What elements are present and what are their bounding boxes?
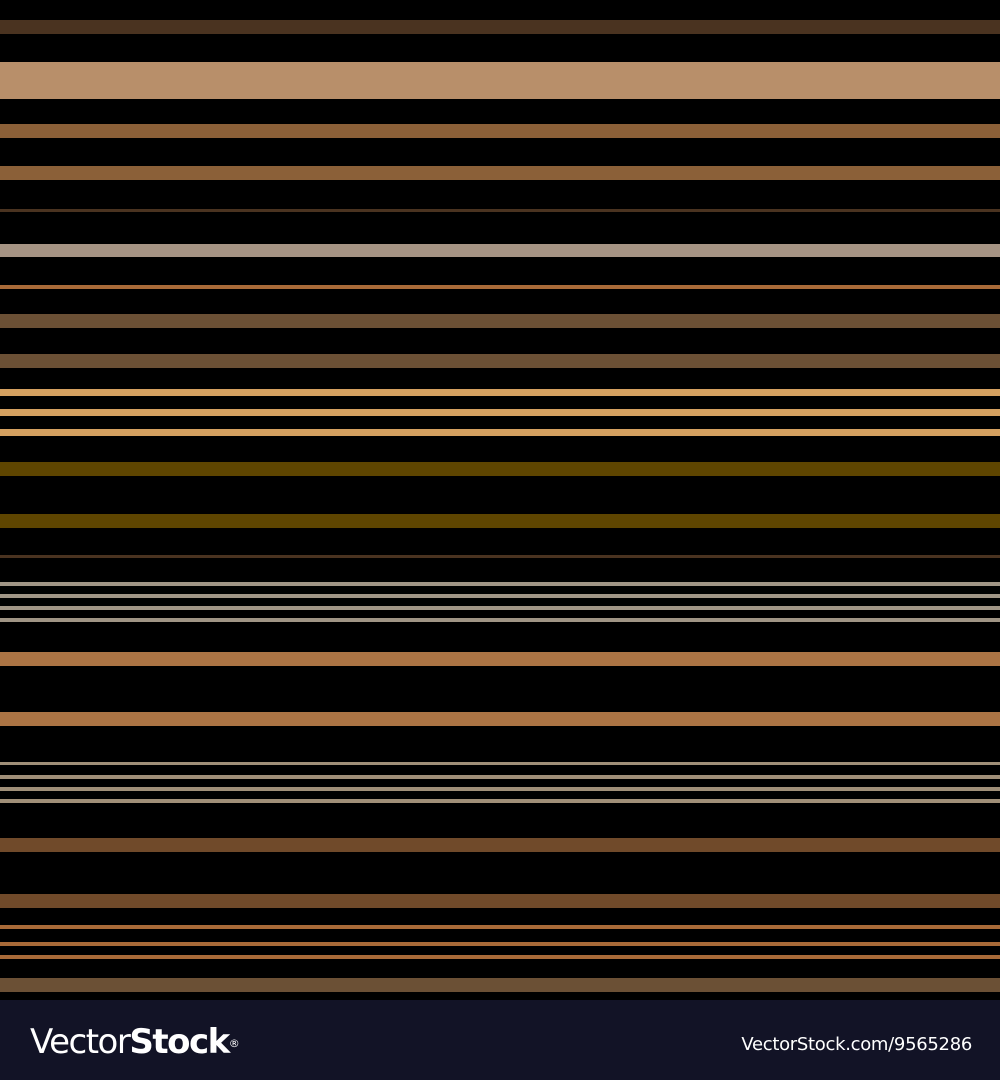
stripe (0, 618, 1000, 622)
stripe (0, 314, 1000, 328)
striped-pattern (0, 20, 1000, 992)
stripe (0, 20, 1000, 34)
watermark-footer: VectorStock® VectorStock.com/9565286 (0, 1000, 1000, 1080)
stripe (0, 787, 1000, 791)
logo-bold-text: Stock (129, 1022, 230, 1062)
stripe (0, 978, 1000, 992)
stripe (0, 462, 1000, 476)
stripe (0, 894, 1000, 908)
stripe (0, 955, 1000, 959)
logo-light-text: Vector (30, 1022, 131, 1062)
stripe (0, 124, 1000, 138)
stripe (0, 838, 1000, 852)
image-id-text: VectorStock.com/9565286 (741, 1034, 972, 1055)
stripe (0, 925, 1000, 929)
stripe (0, 582, 1000, 586)
stripe (0, 775, 1000, 779)
stripe (0, 285, 1000, 289)
stripe (0, 514, 1000, 528)
stripe (0, 409, 1000, 416)
stripe (0, 62, 1000, 99)
stripe (0, 712, 1000, 726)
stripe (0, 652, 1000, 666)
stripe (0, 594, 1000, 598)
stripe (0, 606, 1000, 610)
stripe (0, 354, 1000, 368)
stripe (0, 244, 1000, 257)
stripe (0, 389, 1000, 396)
registered-mark: ® (228, 1037, 240, 1050)
stripe (0, 762, 1000, 765)
stripe (0, 429, 1000, 436)
stripe (0, 799, 1000, 803)
stripe (0, 166, 1000, 180)
stripe (0, 942, 1000, 946)
stripe (0, 555, 1000, 558)
vectorstock-logo: VectorStock® (30, 1022, 240, 1062)
stripe (0, 209, 1000, 212)
